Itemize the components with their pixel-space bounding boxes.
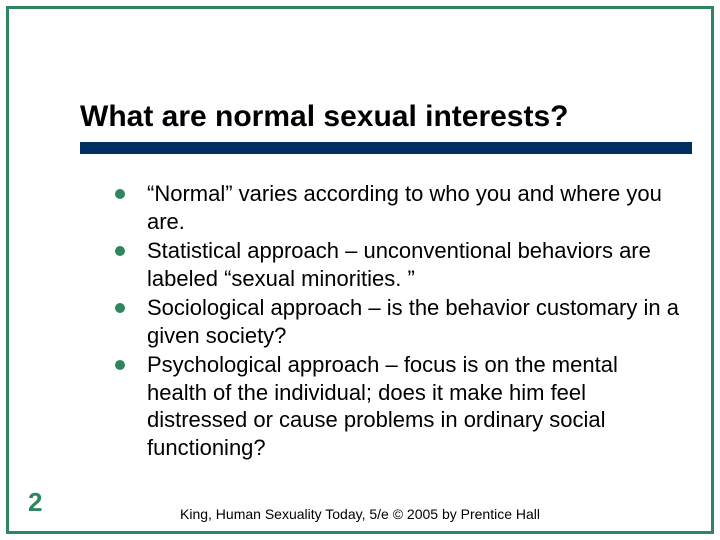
bullet-icon [115,303,125,313]
bullet-icon [115,360,125,370]
title-underline [80,142,692,154]
bullet-icon [115,246,125,256]
slide-title: What are normal sexual interests? [80,100,690,134]
bullet-text: Psychological approach – focus is on the… [147,351,680,461]
bullet-list: “Normal” varies according to who you and… [115,180,680,463]
bullet-text: “Normal” varies according to who you and… [147,180,680,235]
list-item: Psychological approach – focus is on the… [115,351,680,461]
list-item: Statistical approach – unconventional be… [115,237,680,292]
footer-citation: King, Human Sexuality Today, 5/e © 2005 … [0,506,720,522]
bullet-text: Sociological approach – is the behavior … [147,294,680,349]
list-item: “Normal” varies according to who you and… [115,180,680,235]
bullet-text: Statistical approach – unconventional be… [147,237,680,292]
list-item: Sociological approach – is the behavior … [115,294,680,349]
bullet-icon [115,189,125,199]
